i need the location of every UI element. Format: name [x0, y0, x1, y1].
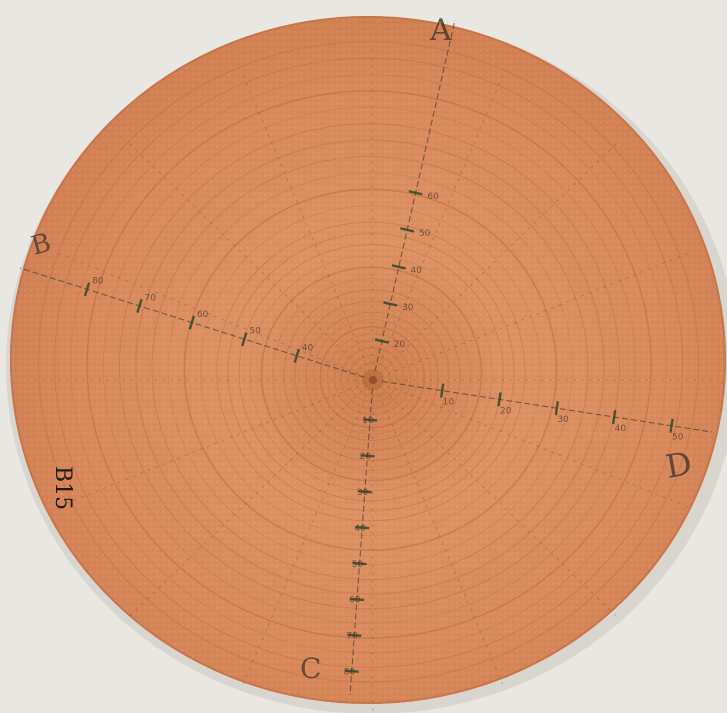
growth-ring [260, 266, 483, 482]
radius-tick-label: 70 [144, 293, 156, 303]
radius-tick [293, 348, 301, 363]
growth-ring [355, 362, 391, 397]
growth-ring [283, 289, 461, 461]
radius-tick [408, 190, 423, 196]
radius-line-a [372, 19, 456, 381]
growth-ring [183, 188, 558, 551]
radius-tick [400, 227, 415, 233]
radius-tick [554, 401, 560, 416]
radius-tick-label: 40 [411, 266, 423, 276]
growth-ring [334, 340, 411, 416]
pencil-radial-line [372, 379, 692, 509]
radius-tick [344, 669, 359, 673]
disc-edge [10, 16, 726, 704]
radius-tick-label: 50 [672, 433, 684, 443]
sample-id-label: B15 [50, 466, 75, 510]
pencil-radial-line [240, 70, 374, 381]
radius-tick [241, 332, 248, 347]
radius-tick-label: 50 [352, 560, 364, 570]
radius-tick [83, 282, 91, 297]
growth-ring [151, 156, 589, 580]
radius-line-c [349, 379, 374, 696]
radius-line-b [19, 267, 374, 381]
growth-ring [102, 106, 636, 624]
radius-tick [497, 392, 502, 407]
radius-label-a: A [429, 13, 452, 48]
radius-tick [611, 409, 617, 425]
growth-ring [200, 205, 542, 536]
growth-ring [319, 325, 426, 429]
radius-line-d [372, 379, 713, 433]
radius-tick-label: 30 [402, 303, 414, 313]
growth-ring [348, 354, 398, 403]
growth-ring [227, 232, 515, 512]
pencil-radial-line [372, 379, 506, 690]
pencil-radial-line [128, 142, 374, 381]
radius-tick-label: 70 [346, 632, 358, 642]
growth-ring [272, 278, 472, 472]
pencil-radial-line [240, 379, 374, 690]
radius-tick-label: 10 [362, 416, 374, 426]
radius-tick-label: 80 [344, 667, 356, 677]
growth-ring [119, 123, 620, 610]
pencil-radial-lines [28, 45, 718, 713]
wood-grain-texture [10, 16, 726, 704]
radius-tick [349, 597, 365, 602]
growth-ring [305, 311, 439, 441]
radius-tick [669, 418, 674, 433]
growth-ring [37, 40, 700, 683]
radius-tick [360, 454, 375, 458]
pencil-radial-line [54, 251, 374, 381]
pencil-radial-line [372, 142, 618, 381]
radius-tick-label: 40 [302, 343, 314, 353]
radius-tick [391, 264, 406, 270]
radius-tick-label: 60 [349, 596, 361, 606]
radius-tick [383, 301, 398, 307]
radius-tick-label: 50 [419, 229, 431, 239]
pencil-radial-line [54, 379, 374, 509]
radius-tick [347, 633, 362, 638]
radius-tick-label: 10 [443, 397, 455, 407]
radius-tick [439, 383, 445, 398]
growth-ring [54, 57, 684, 668]
radius-tick-label: 60 [427, 192, 439, 202]
radius-tick-label: 20 [359, 452, 371, 462]
growth-ring [134, 139, 605, 595]
pencil-radial-line [372, 251, 692, 381]
growth-ring [238, 244, 504, 502]
radius-tick-label: 30 [357, 488, 369, 498]
radius-tick [136, 298, 143, 313]
radius-tick-label: 60 [197, 310, 209, 320]
growth-ring [340, 347, 405, 410]
growth-ring [312, 319, 432, 435]
growth-ring [294, 300, 450, 452]
growth-ring [86, 90, 652, 639]
radius-tick [374, 338, 389, 344]
radius-tick [352, 561, 367, 566]
growth-ring [70, 74, 668, 654]
radius-tick [363, 418, 378, 422]
radius-tick-label: 80 [92, 277, 104, 287]
radius-tick-label: 20 [500, 406, 512, 416]
growth-ring [249, 255, 493, 492]
pencil-radial-line [372, 379, 618, 618]
radius-tick-label: 20 [394, 340, 406, 350]
marked-radii: 20 30 40 50 60 40 50 60 70 80 10 20 30 40 50 60 70 80 10 20… [19, 19, 713, 696]
growth-ring [216, 221, 526, 522]
radius-tick-label: 40 [615, 424, 627, 434]
growth-ring [167, 172, 573, 566]
radius-tick [357, 489, 372, 494]
radius-tick-label: 50 [249, 327, 261, 337]
radius-tick [188, 315, 196, 330]
pencil-radial-line [372, 70, 506, 381]
pith-center [369, 376, 377, 384]
radius-tick-label: 40 [354, 524, 366, 534]
radius-tick [355, 525, 370, 530]
pencil-radial-line [128, 379, 374, 618]
radius-label-c: C [300, 652, 321, 685]
radius-tick-label: 30 [557, 415, 569, 425]
